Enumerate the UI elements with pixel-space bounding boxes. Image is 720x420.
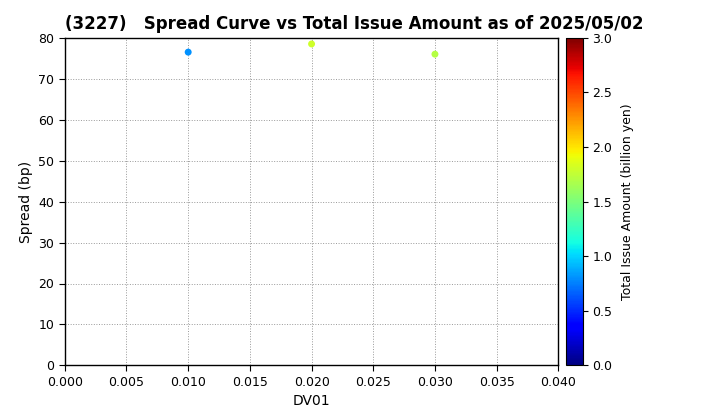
- Point: [429, 51, 441, 58]
- Y-axis label: Total Issue Amount (billion yen): Total Issue Amount (billion yen): [621, 103, 634, 300]
- X-axis label: DV01: DV01: [293, 394, 330, 408]
- Text: (3227)   Spread Curve vs Total Issue Amount as of 2025/05/02: (3227) Spread Curve vs Total Issue Amoun…: [65, 16, 643, 34]
- Point: [182, 49, 194, 55]
- Y-axis label: Spread (bp): Spread (bp): [19, 160, 33, 243]
- Point: [306, 41, 318, 47]
